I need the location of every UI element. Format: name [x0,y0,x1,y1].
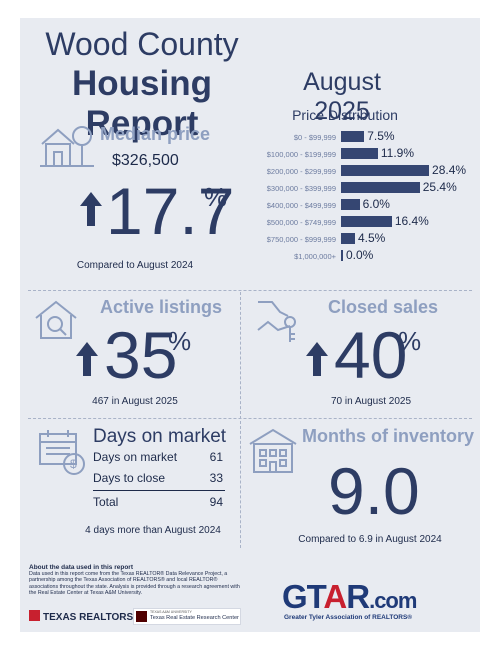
house-tree-icon [40,126,94,167]
about-data-text: Data used in this report come from the T… [29,571,240,596]
price-distribution-row: $0 - $99,999 7.5% [228,129,478,144]
median-price-value: $326,500 [112,152,179,169]
days-row-value: 33 [209,471,223,485]
price-range-label: $400,000 - $499,999 [266,201,336,210]
price-range-label: $200,000 - $299,999 [266,167,336,176]
price-distribution-row: $400,000 - $499,999 6.0% [228,197,478,212]
calendar-money-icon: $ [39,430,85,475]
days-row-label: Days on market [93,450,178,464]
days-row: Days on market 61 [93,450,223,464]
active-listings-percent: % [168,326,192,356]
price-share-value: 6.0% [362,197,390,211]
price-distribution-bar [341,165,430,176]
tamu-mark-icon [136,611,147,622]
gtar-logo-gt: GT [282,578,324,615]
price-distribution-title: Price Distribution [292,107,398,123]
price-distribution-row: $750,000 - $999,999 4.5% [228,231,478,246]
price-distribution-bar [341,131,365,142]
price-distribution-bar [341,250,343,261]
price-share-value: 11.9% [380,146,415,160]
price-share-value: 4.5% [357,231,386,245]
price-range-label: $100,000 - $199,999 [266,150,336,159]
gtar-logo-dotcom: .com [369,588,417,613]
price-range-label: $750,000 - $999,999 [266,235,336,244]
up-arrow-icon [80,192,102,226]
median-price-caption: Compared to August 2024 [76,260,194,271]
days-on-market-caption: 4 days more than August 2024 [85,525,221,536]
svg-text:$: $ [70,457,77,471]
report-title: Housing Report [72,64,212,143]
days-total-value: 94 [209,495,223,509]
price-distribution-row: $300,000 - $399,999 25.4% [228,180,478,195]
price-distribution-row: $100,000 - $199,999 11.9% [228,146,478,161]
price-distribution-row: $500,000 - $749,999 16.4% [228,214,478,229]
months-of-inventory-caption: Compared to 6.9 in August 2024 [298,534,442,545]
price-distribution-bar [341,182,420,193]
tamu-center-name: Texas Real Estate Research Center [150,615,239,621]
closed-sales-change: 40 [334,318,408,392]
up-arrow-icon [76,342,98,376]
texas-realtors-text: TEXAS REALTORS [43,612,134,623]
price-share-value: 7.5% [367,129,395,143]
price-distribution-row: $1,000,000+ 0.0% [228,248,478,263]
months-of-inventory-value: 9.0 [328,454,420,528]
price-share-value: 25.4% [422,180,457,194]
price-distribution-row: $200,000 - $299,999 28.4% [228,163,478,178]
gtar-logo-a: A [323,578,347,615]
county-title: Wood County [45,26,239,62]
divider-horizontal [28,418,472,419]
price-distribution-bar [341,148,378,159]
price-distribution-bar [341,216,392,227]
price-share-value: 0.0% [346,248,374,262]
texas-realtors-logo: TEXAS REALTORS [29,610,133,623]
days-total-row: Total 94 [93,495,223,509]
price-distribution-bar [341,233,355,244]
up-arrow-icon [306,342,328,376]
report-panel [20,18,480,632]
price-share-value: 28.4% [432,163,467,177]
closed-sales-caption: 70 in August 2025 [330,396,412,407]
tamu-university-text: TEXAS A&M UNIVERSITY [150,610,192,614]
gtar-tagline: Greater Tyler Association of REALTORS® [284,614,413,621]
about-data-heading: About the data used in this report [29,564,134,571]
price-distribution-bar [341,199,360,210]
price-share-value: 16.4% [394,214,429,228]
months-of-inventory-title: Months of inventory [302,426,474,446]
report-month: August 2025 [303,68,381,125]
tamu-research-center-logo: TEXAS A&M UNIVERSITY Texas Real Estate R… [133,608,241,625]
texas-realtors-mark-icon [29,610,40,621]
price-range-label: $1,000,000+ [294,252,336,261]
days-row: Days to close 33 [93,471,223,485]
days-row-label: Days to close [93,471,166,485]
divider-vertical [240,292,241,548]
total-rule [93,490,225,491]
days-total-label: Total [93,495,119,509]
divider-horizontal [28,290,472,291]
price-range-label: $500,000 - $749,999 [266,218,336,227]
closed-sales-percent: % [398,326,422,356]
closed-sales-title: Closed sales [328,297,439,317]
median-price-percent: % [204,182,228,212]
house-search-icon [35,300,77,339]
median-price-change: 17.7 [106,174,235,248]
median-price-title: Median price [100,124,211,144]
gtar-logo[interactable]: GTAR.com [282,578,417,616]
active-listings-caption: 467 in August 2025 [92,396,178,407]
hand-key-icon [257,301,296,342]
building-icon [249,428,297,473]
gtar-logo-r: R [346,578,370,615]
price-range-label: $300,000 - $399,999 [266,184,336,193]
days-row-value: 61 [209,450,223,464]
active-listings-title: Active listings [100,297,223,317]
price-range-label: $0 - $99,999 [293,133,336,142]
days-on-market-title: Days on market [93,426,227,447]
active-listings-change: 35 [104,318,178,392]
